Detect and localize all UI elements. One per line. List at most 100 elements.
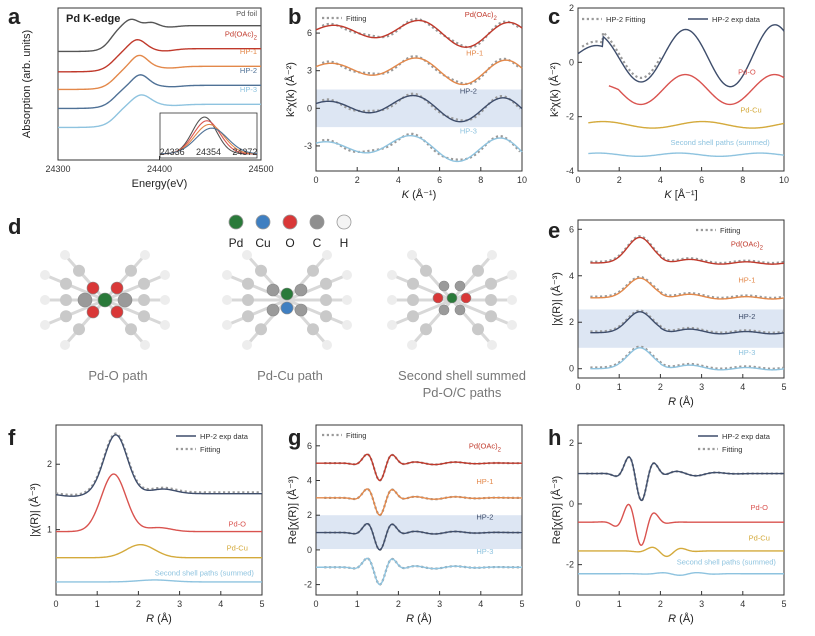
center-atom-second-shell (460, 292, 472, 304)
carbon-atom-second-shell (485, 310, 497, 323)
x-tick-label-b: 0 (313, 175, 318, 185)
series-label-b-3: HP-3 (460, 126, 477, 135)
carbon-atom-pd-o (73, 323, 85, 336)
bond-second-shell (451, 298, 513, 327)
x-tick-label-e: 0 (575, 382, 580, 392)
bond-pd-o (103, 254, 147, 301)
panel-label-c: c (548, 4, 560, 29)
carbon-atom-pd-cu (242, 294, 254, 306)
bond-pd-o (103, 299, 147, 346)
highlight-band-e (578, 309, 784, 348)
inset-tick-label-a: 24354 (196, 147, 221, 157)
center-atom-second-shell (432, 292, 444, 304)
inset-tick-label-a: 24372 (232, 147, 257, 157)
carbon-atom-pd-cu (307, 323, 319, 336)
y-tick-label-c: -2 (566, 112, 574, 122)
x-axis-label-h: R (Å) (668, 612, 694, 625)
series-label-h-3: Second shell paths (summed) (677, 558, 777, 567)
x-tick-label-h: 0 (575, 599, 580, 609)
series-label-a-3: HP-2 (240, 66, 257, 75)
inset-line-a-3 (159, 127, 258, 155)
panel-label-f: f (8, 425, 16, 450)
series-label-b-0: Pd(OAc)2 (465, 10, 498, 22)
hydrogen-atom-pd-o (60, 250, 70, 260)
center-atom-second-shell (438, 280, 450, 292)
carbon-atom-second-shell (420, 323, 432, 336)
hydrogen-atom-pd-cu (222, 320, 232, 330)
y-tick-label-h: 0 (569, 499, 574, 509)
bond-pd-o (44, 298, 106, 327)
x-axis-label-g: R (Å) (406, 612, 432, 625)
y-tick-label-e: 2 (569, 317, 574, 327)
x-axis-label-c: K [Å⁻¹] (664, 188, 697, 201)
x-tick-label-g: 5 (519, 599, 524, 609)
series-line-f-0 (55, 434, 262, 497)
panel-label-d: d (8, 214, 21, 239)
bond-pd-cu (285, 299, 329, 346)
hydrogen-atom-pd-o (40, 320, 50, 330)
hydrogen-atom-pd-cu (342, 270, 352, 280)
series-label-g-1: HP-1 (476, 477, 493, 486)
hydrogen-atom-second-shell (487, 250, 497, 260)
hydrogen-atom-second-shell (387, 295, 397, 305)
x-tick-label-e: 5 (781, 382, 786, 392)
series-label-f-1: Pd-O (229, 519, 247, 528)
carbon-atom-second-shell (407, 277, 419, 290)
y-tick-label-b: 3 (307, 66, 312, 76)
carbon-atom-second-shell (485, 277, 497, 290)
legend-fit-label-e: Fitting (720, 226, 740, 235)
series-line-f-1 (56, 473, 262, 533)
bond-pd-o (104, 273, 166, 302)
series-line-b-1 (315, 57, 523, 86)
legend-atom-label-c: C (313, 236, 322, 250)
bond-pd-o (104, 298, 166, 327)
hydrogen-atom-pd-o (60, 340, 70, 350)
y-axis-label-a: Absorption (arb. units) (21, 30, 33, 138)
x-tick-label-b: 10 (517, 175, 527, 185)
y-tick-label-h: -2 (566, 560, 574, 570)
center-atom-second-shell (454, 304, 466, 316)
center-atom-pd-o (86, 281, 100, 295)
x-tick-label-g: 4 (478, 599, 483, 609)
x-tick-label-f: 5 (259, 599, 264, 609)
center-atom-pd-cu (280, 301, 294, 315)
bond-pd-o (63, 254, 107, 301)
fit-line-g-3 (324, 557, 522, 586)
series-label-g-3: HP-3 (476, 547, 493, 556)
bond-pd-cu (285, 254, 329, 301)
center-atom-pd-cu (294, 283, 308, 297)
center-atom-second-shell (446, 292, 458, 304)
fit-line-b-3 (321, 132, 521, 161)
center-atom-pd-cu (266, 303, 280, 317)
x-tick-label-a: 24500 (248, 164, 273, 174)
series-line-b-3 (315, 134, 523, 163)
hydrogen-atom-pd-cu (342, 295, 352, 305)
legend-atom-cu (255, 214, 271, 230)
series-label-h-1: Pd-O (751, 503, 769, 512)
hydrogen-atom-pd-o (160, 270, 170, 280)
bond-second-shell (410, 254, 454, 301)
series-line-c-2 (588, 120, 785, 129)
y-tick-label-b: 6 (307, 28, 312, 38)
plot-frame-e (577, 219, 785, 379)
y-tick-label-c: 0 (569, 57, 574, 67)
inset-tick-label-a: 24336 (160, 147, 185, 157)
y-tick-label-h: 2 (569, 438, 574, 448)
carbon-atom-second-shell (407, 294, 419, 306)
series-line-b-0 (315, 19, 523, 48)
hydrogen-atom-pd-cu (322, 340, 332, 350)
carbon-atom-pd-o (73, 264, 85, 277)
hydrogen-atom-second-shell (507, 270, 517, 280)
center-atom-pd-cu (294, 303, 308, 317)
caption-pd-o: Pd-O path (88, 368, 147, 383)
x-tick-label-a: 24300 (45, 164, 70, 174)
x-tick-label-g: 1 (355, 599, 360, 609)
caption-second-shell-2: Pd-O/C paths (423, 385, 502, 400)
plot-frame-h (577, 424, 785, 596)
carbon-atom-second-shell (420, 264, 432, 277)
series-label-b-1: HP-1 (466, 49, 483, 58)
series-line-c-0 (577, 24, 785, 88)
carbon-atom-pd-o (60, 277, 72, 290)
panel-label-a: a (8, 4, 21, 29)
x-tick-label-f: 0 (53, 599, 58, 609)
